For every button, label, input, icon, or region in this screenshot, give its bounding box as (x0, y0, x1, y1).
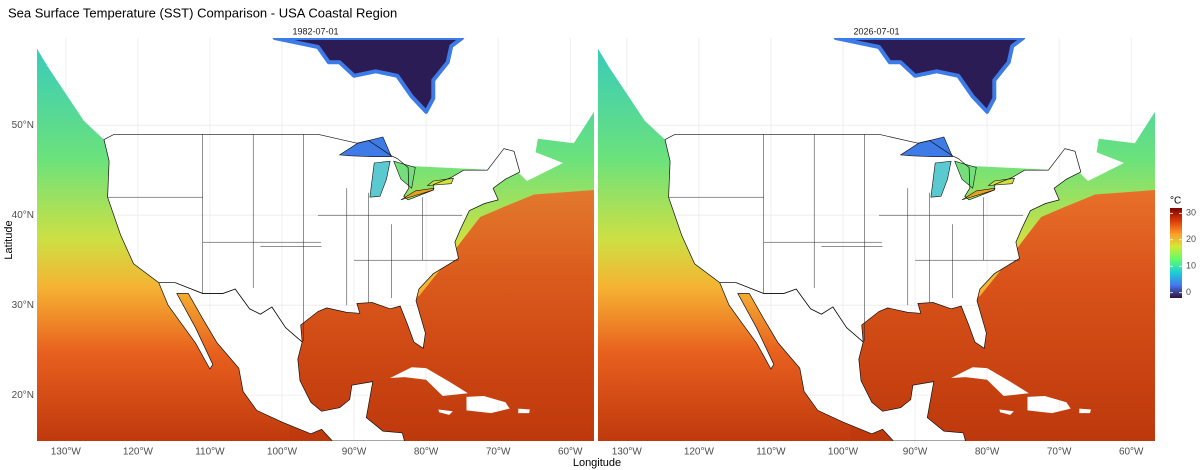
y-tick-label: 30°N (12, 300, 34, 311)
x-tick-label: 90°W (342, 447, 367, 458)
legend-tick-label: 20 (1186, 234, 1196, 244)
lake (961, 187, 996, 201)
map-panel (37, 38, 594, 441)
panel-body (37, 38, 594, 441)
x-tick-label: 120°W (123, 447, 154, 458)
x-tick-label: 60°W (1119, 447, 1144, 458)
legend-tick-label: 10 (1186, 261, 1196, 271)
x-tick-label: 120°W (684, 447, 715, 458)
sst-atlantic (289, 190, 594, 441)
x-axis-title: Longitude (573, 457, 621, 469)
x-tick-label: 100°W (828, 447, 859, 458)
country-outline (158, 282, 405, 441)
y-tick-label: 40°N (12, 210, 34, 221)
lake (393, 160, 416, 189)
y-axis-title: Latitude (3, 220, 15, 259)
lake (930, 160, 952, 198)
legend-title: °C (1170, 196, 1181, 207)
x-tick-label: 80°W (975, 447, 1000, 458)
legend-tick-label: 0 (1186, 287, 1191, 297)
x-tick-label: 130°W (612, 447, 643, 458)
country-outline (719, 282, 966, 441)
figure-title: Sea Surface Temperature (SST) Comparison… (8, 5, 397, 20)
panel-title: 2026-07-01 (853, 26, 899, 36)
y-tick-label: 20°N (12, 390, 34, 401)
x-tick-label: 60°W (558, 447, 583, 458)
panel-title: 1982-07-01 (292, 26, 338, 36)
x-tick-label: 110°W (195, 447, 225, 458)
sst-field (598, 38, 1155, 441)
lake (954, 160, 977, 189)
x-tick-label: 100°W (267, 447, 298, 458)
x-tick-label: 130°W (51, 447, 82, 458)
x-tick-label: 70°W (486, 447, 511, 458)
legend-tick-label: 30 (1186, 208, 1196, 218)
lake (400, 187, 435, 201)
sst-atlantic (850, 190, 1155, 441)
hudson-bay (272, 38, 465, 114)
x-tick-label: 80°W (414, 447, 439, 458)
x-tick-label: 70°W (1047, 447, 1072, 458)
x-tick-label: 90°W (903, 447, 928, 458)
sst-field (37, 38, 594, 441)
hudson-bay (833, 38, 1026, 114)
y-tick-label: 50°N (12, 120, 34, 131)
x-tick-label: 110°W (756, 447, 786, 458)
color-bar (1170, 208, 1182, 298)
lake (369, 160, 391, 198)
map-panel (598, 38, 1155, 441)
panel-body (598, 38, 1155, 441)
